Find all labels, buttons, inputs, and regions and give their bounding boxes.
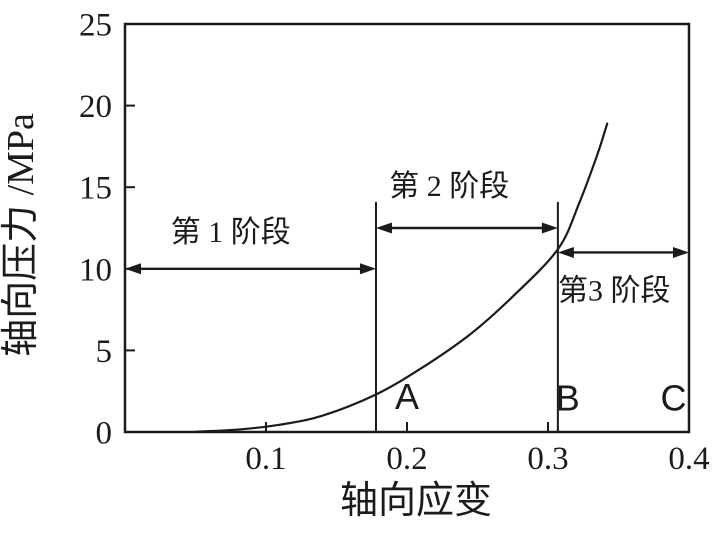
stage-1-arrowhead-left [125, 263, 141, 275]
stage-3-label: 第3 阶段 [558, 275, 671, 308]
y-tick-label: 5 [96, 334, 113, 370]
x-tick-label: 0.2 [386, 441, 427, 477]
y-tick-label: 25 [79, 8, 112, 44]
y-tick-label: 0 [96, 416, 113, 452]
y-tick-label: 15 [79, 171, 112, 207]
x-tick-label: 0.1 [245, 441, 286, 477]
stage-2-arrowhead-left [375, 222, 392, 234]
axial-stress-strain-curve [194, 122, 609, 433]
x-axis-title: 轴向应变 [340, 480, 492, 522]
point-label-B: B [556, 378, 580, 419]
x-tick-label: 0.3 [527, 441, 568, 477]
stage-1-arrowhead-right [359, 263, 376, 275]
y-tick-label: 10 [79, 252, 112, 288]
stage-2-label: 第 2 阶段 [389, 170, 509, 203]
x-tick-label: 0.4 [668, 441, 709, 477]
y-axis-title: 轴向压力 /MPa [0, 113, 42, 357]
stage-2-arrowhead-right [541, 222, 558, 234]
stage-3-arrowhead-left [557, 246, 574, 258]
y-tick-label: 20 [79, 89, 112, 125]
stage-1-label: 第 1 阶段 [171, 216, 291, 249]
stage-3-arrowhead-right [673, 246, 689, 258]
point-label-C: C [660, 378, 686, 419]
point-label-A: A [395, 376, 419, 417]
